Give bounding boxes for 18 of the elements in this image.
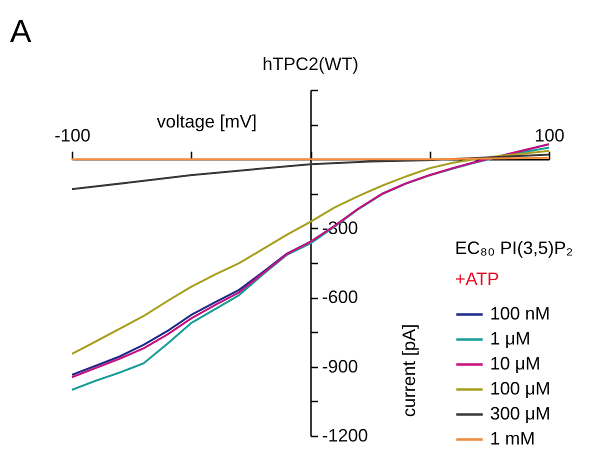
legend-label: 100 nM <box>490 304 550 324</box>
legend-label: 1 μM <box>490 328 530 348</box>
x-tick-label: -100 <box>54 126 91 146</box>
legend-title: EC₈₀ PI(3,5)P₂ <box>455 238 573 258</box>
y-tick-label: -1200 <box>322 426 368 446</box>
chart-title: hTPC2(WT) <box>262 54 358 74</box>
legend-label: 10 μM <box>490 354 540 374</box>
text: A <box>10 13 32 49</box>
x-axis-title: voltage [mV] <box>156 112 257 132</box>
legend-label: 1 mM <box>490 428 535 448</box>
x-tick-label: 100 <box>534 126 565 146</box>
legend-label: 100 μM <box>490 378 550 398</box>
legend-label: 300 μM <box>490 404 550 424</box>
annotation: +ATP <box>455 269 500 289</box>
line-series <box>72 154 549 190</box>
y-tick-label: -600 <box>322 287 358 308</box>
y-axis-title: current [pA] <box>399 324 419 418</box>
y-tick-label: -900 <box>322 356 358 376</box>
